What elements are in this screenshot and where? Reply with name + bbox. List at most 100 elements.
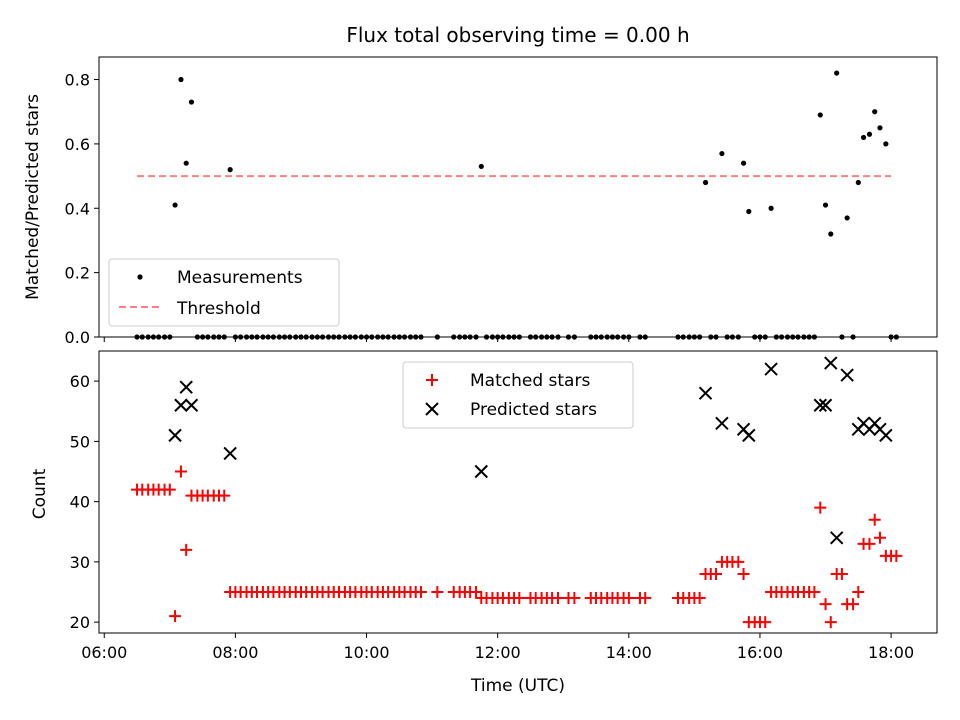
predicted-stars-point [829,531,844,545]
matched-stars-point [174,465,187,478]
measurements-point [719,150,725,157]
matched-stars-point [414,586,427,599]
bottom-x-axis-label: Time (UTC) [470,676,565,696]
threshold-legend-label: Threshold [176,299,261,319]
top-legend-box [108,258,340,327]
matched-stars-point [180,543,193,556]
matched-stars-point [551,592,564,605]
top-x-axis [103,337,892,342]
matched-stars-point [819,598,832,611]
predicted-stars-point [474,464,488,479]
top-y-tick-label: 0.8 [65,71,90,90]
bottom-y-tick-label: 50 [70,432,90,451]
bottom-x-tick-label: 12:00 [475,643,521,662]
bottom-plot-area [131,356,903,629]
bottom-panel: 06:00 08:00 10:00 12:00 14:00 16:00 18:00 20 30… [30,350,938,696]
bottom-x-tick-label: 08:00 [212,643,258,662]
matched-legend-label: Matched stars [470,371,590,391]
matched-stars-point [568,592,581,605]
predicted-stars-point [879,428,893,443]
measurements-point [702,179,709,186]
matched-stars-point [710,567,723,580]
predicted-legend-label: Predicted stars [470,400,597,420]
top-y-tick-label: 0.4 [65,199,90,218]
predicted-stars-point [698,386,713,400]
bottom-x-axis: 06:00 08:00 10:00 12:00 14:00 16:00 18:00 [81,633,914,662]
measurements-point [883,141,889,147]
matched-stars-point [814,501,827,514]
matched-stars-point [873,531,886,544]
measurements-point [188,99,195,105]
measurements-point [872,109,878,115]
predicted-stars-point [764,362,778,376]
bottom-y-tick-label: 30 [70,553,90,572]
bottom-legend-box [402,361,634,429]
predicted-stars-point [742,428,756,443]
top-legend: Measurements Threshold [108,258,340,327]
chart-title: Flux total observing time = 0.00 h [346,23,689,47]
matched-stars-point [470,586,483,599]
bottom-plot-frame [98,350,938,634]
measurements-legend-label: Measurements [177,268,303,288]
predicted-stars-point [168,428,182,443]
matched-stars-point [824,616,837,629]
measurements-point [834,70,840,76]
measurements-point [746,208,752,215]
matched-stars-point [847,598,860,611]
top-y-tick-label: 0.6 [65,135,90,154]
matched-stars-point [622,592,635,605]
measurements-point [822,202,829,208]
measurements-point [866,131,873,137]
predicted-stars-point [813,398,827,412]
measurements-point [227,167,233,173]
matched-stars-point [431,586,444,599]
matched-stars-point [759,616,772,629]
measurements-point [178,76,184,83]
predicted-stars-point [174,398,188,412]
measurements-point [860,134,867,141]
bottom-x-tick-label: 18:00 [868,643,914,662]
matched-stars-point [808,586,821,599]
matched-stars-point [852,586,865,599]
top-y-tick-label: 0.2 [65,264,90,283]
measurements-legend-marker [137,274,143,280]
matched-stars-point [163,483,176,496]
matched-stars-point [693,592,706,605]
predicted-stars-point [179,380,193,394]
matched-stars-point [868,513,881,526]
matched-stars-point [835,567,848,580]
top-plot-frame [98,56,938,338]
bottom-y-tick-label: 60 [70,372,90,391]
bottom-x-tick-label: 10:00 [343,643,389,662]
measurements-point [768,205,774,211]
measurements-point [740,160,747,166]
matched-stars-point [218,489,231,502]
matched-stars-point [639,592,652,605]
matched-stars-point [169,610,182,623]
bottom-y-tick-label: 20 [70,613,90,632]
measurements-point [877,125,883,131]
bottom-x-tick-label: 14:00 [606,643,652,662]
bottom-y-axis-label: Count [30,468,50,519]
bottom-y-axis: 20 30 40 50 60 [70,372,99,632]
matched-stars-point [737,567,750,580]
bottom-legend: Matched stars Predicted stars [402,361,634,429]
predicted-stars-point [818,398,833,412]
matched-stars-point [513,592,526,605]
measurements-point [172,202,178,208]
predicted-stars-point [223,446,237,461]
measurements-point [183,160,189,166]
top-y-tick-label: 0.0 [65,328,90,347]
predicted-stars-point [184,398,199,412]
measurements-point [844,215,850,221]
measurements-point [855,179,861,186]
measurements-point [817,112,823,118]
top-panel: Flux total observing time = 0.00 h 0.00.… [23,23,938,347]
top-y-axis-label: Matched/Predicted stars [23,94,43,300]
top-y-axis: 0.0 0.2 0.4 0.6 0.8 [65,71,99,347]
bottom-x-tick-label: 16:00 [737,643,783,662]
measurements-point [478,163,484,170]
predicted-stars-point [715,416,729,431]
